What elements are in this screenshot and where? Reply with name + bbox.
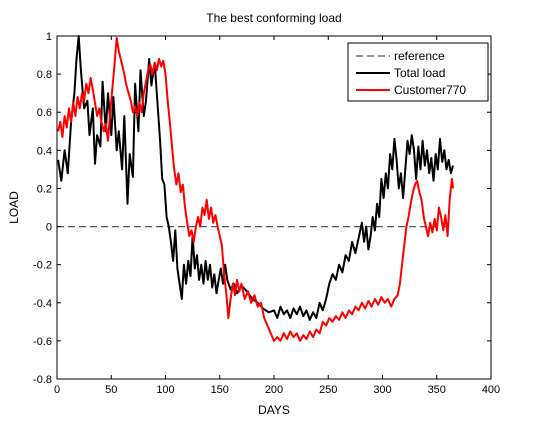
ticks-layer: 0 50 100 150 200 250 300 350 400 -0.8 -0.6 -0.4 -0.2… <box>33 31 500 396</box>
x-tick-label: 50 <box>105 384 117 396</box>
x-tick-label: 250 <box>319 384 337 396</box>
x-tick-label: 350 <box>428 384 446 396</box>
chart-title: The best conforming load <box>206 11 341 25</box>
y-tick-label: -0.2 <box>33 260 52 272</box>
y-axis-label: LOAD <box>7 191 21 224</box>
x-tick-label: 400 <box>482 384 500 396</box>
y-tick-label: 0.2 <box>37 183 52 195</box>
y-tick-label: -0.6 <box>33 336 52 348</box>
x-tick-label: 0 <box>54 384 60 396</box>
legend-entry: Customer770 <box>394 83 466 97</box>
y-tick-label: 0.6 <box>37 107 52 119</box>
x-tick-label: 150 <box>211 384 229 396</box>
y-tick-label: 0.4 <box>37 145 52 157</box>
x-tick-label: 100 <box>156 384 174 396</box>
series-layer <box>57 35 454 342</box>
x-tick-label: 300 <box>373 384 391 396</box>
x-axis-label: DAYS <box>258 403 290 417</box>
y-tick-label: -0.8 <box>33 374 52 386</box>
y-tick-label: -0.4 <box>33 298 52 310</box>
series-line-customer770 <box>57 36 454 342</box>
y-tick-label: 0 <box>46 222 52 234</box>
legend-entry: Total load <box>394 66 445 80</box>
legend-entry: reference <box>394 49 445 63</box>
y-tick-label: 1 <box>46 31 52 43</box>
legend: reference Total load Customer770 <box>347 42 489 102</box>
y-tick-label: 0.8 <box>37 69 52 81</box>
x-tick-label: 200 <box>265 384 283 396</box>
